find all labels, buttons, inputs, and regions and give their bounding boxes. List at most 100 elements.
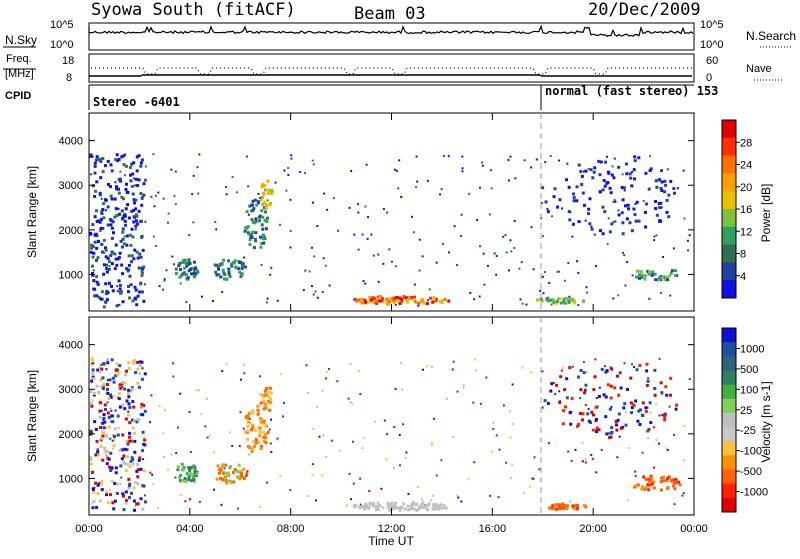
range-cell xyxy=(118,287,122,291)
range-cell xyxy=(541,406,544,409)
range-cell xyxy=(136,367,140,371)
range-cell xyxy=(389,297,393,301)
range-cell xyxy=(654,199,658,203)
range-cell xyxy=(532,477,535,480)
range-cell xyxy=(663,418,667,422)
range-cell xyxy=(95,275,99,279)
freq-series xyxy=(89,74,692,77)
range-cell xyxy=(117,207,120,210)
range-cell xyxy=(567,450,570,453)
range-cell xyxy=(182,468,186,472)
range-cell xyxy=(567,262,570,265)
range-cell xyxy=(624,284,627,287)
range-cell xyxy=(615,423,619,427)
range-cell xyxy=(646,406,649,409)
range-cell xyxy=(258,431,262,435)
range-cell xyxy=(124,501,128,505)
range-cell xyxy=(681,494,684,497)
velocity-ylabel: Slant Range [km] xyxy=(25,370,39,462)
range-cell xyxy=(383,419,386,422)
velocity-heatmap xyxy=(89,357,691,512)
range-cell xyxy=(107,415,111,419)
range-cell xyxy=(185,472,189,476)
range-cell xyxy=(108,493,112,497)
range-cell xyxy=(376,508,380,512)
range-cell xyxy=(264,402,268,406)
range-cell xyxy=(261,183,265,187)
range-cell xyxy=(406,298,410,302)
range-cell xyxy=(357,248,360,251)
range-cell xyxy=(118,448,122,452)
range-cell xyxy=(426,299,429,302)
range-cell xyxy=(376,299,380,303)
range-cell xyxy=(224,185,227,188)
range-cell xyxy=(492,421,495,424)
range-cell xyxy=(659,186,663,190)
range-cell xyxy=(324,377,327,380)
range-cell xyxy=(550,382,554,386)
range-cell xyxy=(612,201,615,204)
range-cell xyxy=(602,179,606,183)
range-cell xyxy=(107,501,111,505)
range-cell xyxy=(601,205,605,209)
range-cell xyxy=(568,411,572,415)
range-cell xyxy=(188,473,192,477)
range-cell xyxy=(248,242,252,246)
range-cell xyxy=(240,272,244,276)
range-cell xyxy=(250,428,254,432)
range-cell xyxy=(672,247,675,250)
range-cell xyxy=(617,213,621,217)
range-cell xyxy=(91,399,94,402)
colorbar-tick-label: 25 xyxy=(740,405,752,417)
nsearch-label: N.Search xyxy=(746,29,796,43)
range-cell xyxy=(204,425,207,428)
range-cell xyxy=(259,445,263,449)
range-cell xyxy=(642,274,646,278)
range-cell xyxy=(182,479,186,483)
range-cell xyxy=(122,154,126,158)
range-cell xyxy=(595,397,598,400)
range-cell xyxy=(649,478,653,482)
range-cell xyxy=(660,391,664,395)
range-cell xyxy=(91,155,94,158)
range-cell xyxy=(143,436,146,439)
range-cell xyxy=(122,163,126,167)
range-cell xyxy=(565,178,569,182)
range-cell xyxy=(321,290,324,293)
range-cell xyxy=(425,503,429,507)
range-cell xyxy=(615,374,619,378)
range-cell xyxy=(188,411,191,414)
range-cell xyxy=(139,161,143,165)
range-cell xyxy=(261,215,265,219)
range-cell xyxy=(115,187,119,191)
range-cell xyxy=(132,257,136,261)
range-cell xyxy=(104,198,108,202)
range-cell xyxy=(252,439,256,443)
range-cell xyxy=(624,423,628,427)
range-cell xyxy=(91,470,95,474)
range-cell xyxy=(102,426,106,430)
range-cell xyxy=(621,221,625,225)
range-cell xyxy=(584,404,587,407)
range-cell xyxy=(489,494,492,497)
range-cell xyxy=(565,377,569,381)
range-cell xyxy=(124,468,128,472)
range-cell xyxy=(221,268,225,272)
range-cell xyxy=(439,300,443,304)
range-cell xyxy=(610,367,614,371)
range-cell xyxy=(179,268,183,272)
range-cell xyxy=(143,494,146,497)
range-cell xyxy=(356,298,360,302)
range-cell xyxy=(276,299,279,302)
range-cell xyxy=(132,215,136,219)
range-cell xyxy=(124,369,128,373)
range-cell xyxy=(386,211,389,214)
range-cell xyxy=(519,298,522,301)
range-cell xyxy=(665,198,669,202)
range-cell xyxy=(421,498,424,501)
range-cell xyxy=(127,290,131,294)
range-cell xyxy=(116,285,119,288)
range-cell xyxy=(399,362,402,365)
range-cell xyxy=(311,473,314,476)
range-cell xyxy=(104,267,108,271)
